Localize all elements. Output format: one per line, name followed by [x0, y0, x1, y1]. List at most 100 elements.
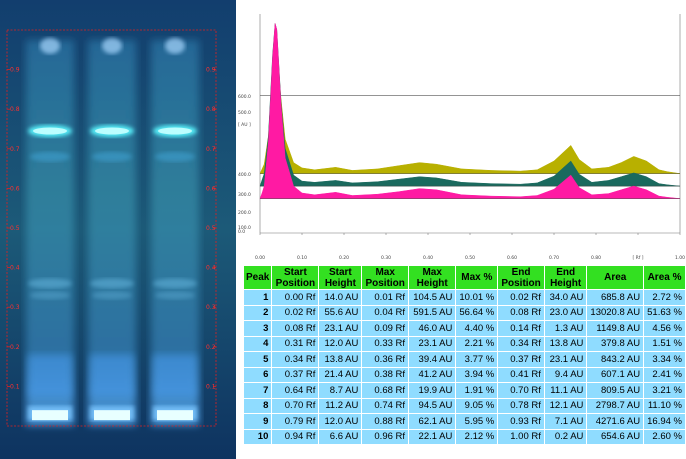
plate-tick-label: 0.5	[206, 225, 216, 232]
plate-tick-label: 0.6	[10, 185, 20, 192]
table-cell: 7.1 AU	[544, 414, 587, 429]
densitogram-track	[259, 23, 681, 199]
table-cell: 23.1 AU	[319, 321, 362, 336]
table-cell: 0.70 Rf	[498, 383, 544, 398]
peak-number-cell: 10	[244, 429, 272, 444]
table-cell: 12.1 AU	[544, 398, 587, 413]
table-cell: 1.91 %	[456, 383, 498, 398]
table-cell: 94.5 AU	[409, 398, 456, 413]
table-cell: 591.5 AU	[409, 305, 456, 320]
table-cell: 1.51 %	[644, 336, 685, 351]
table-cell: 23.1 AU	[409, 336, 456, 351]
origin-spot	[32, 410, 68, 421]
table-cell: 2.60 %	[644, 429, 685, 444]
table-row: 10 0.94 Rf 6.6 AU 0.96 Rf 22.1 AU 2.12 % 1.00 …	[244, 429, 685, 444]
plate-tick-label: 0.7	[206, 146, 216, 153]
table-cell: 104.5 AU	[409, 290, 456, 305]
band-spot	[158, 127, 192, 135]
x-tick-label: 0.30	[381, 255, 391, 261]
x-tick-label: 1.00	[675, 255, 685, 261]
table-cell: 0.01 Rf	[362, 290, 409, 305]
peak-number-cell: 9	[244, 414, 272, 429]
table-cell: 4.56 %	[644, 321, 685, 336]
table-cell: 0.93 Rf	[498, 414, 544, 429]
table-cell: 0.02 Rf	[498, 290, 544, 305]
table-cell: 8.7 AU	[319, 383, 362, 398]
table-cell: 13.8 AU	[319, 352, 362, 367]
table-cell: 843.2 AU	[587, 352, 644, 367]
table-cell: 19.9 AU	[409, 383, 456, 398]
table-cell: 3.94 %	[456, 367, 498, 382]
table-cell: 0.64 Rf	[272, 383, 319, 398]
x-tick-label: 0.50	[465, 255, 475, 261]
plate-tick-label: 0.2	[206, 344, 216, 351]
table-cell: 34.0 AU	[544, 290, 587, 305]
plate-tick-label: 0.9	[10, 67, 20, 74]
column-header: Max Position	[362, 266, 409, 289]
column-header: Peak	[244, 266, 272, 289]
column-header: Max %	[456, 266, 498, 289]
plate-tick-label: 0.6	[206, 185, 216, 192]
y-tick-label: 600.0	[238, 94, 251, 100]
table-header-row: Peak Start Position Start Height Max Positi…	[244, 266, 685, 289]
table-cell: 0.37 Rf	[272, 367, 319, 382]
peak-number-cell: 4	[244, 336, 272, 351]
table-cell: 22.1 AU	[409, 429, 456, 444]
band-spot	[153, 354, 197, 397]
table-cell: 12.0 AU	[319, 414, 362, 429]
table-cell: 14.0 AU	[319, 290, 362, 305]
table-cell: 2.12 %	[456, 429, 498, 444]
table-cell: 3.77 %	[456, 352, 498, 367]
table-cell: 2798.7 AU	[587, 398, 644, 413]
tlc-plate-drawing: 0.9 0.9 0.8 0.8 0.7 0.7 0.6 0.6 0.5 0.5 0.4 0.4 0.3 0…	[0, 0, 236, 459]
column-header: End Position	[498, 266, 544, 289]
table-cell: 11.2 AU	[319, 398, 362, 413]
y-tick-label: 400.0	[238, 172, 251, 178]
table-cell: 0.2 AU	[544, 429, 587, 444]
plate-tick-label: 0.1	[206, 383, 216, 390]
band-spot	[92, 151, 132, 162]
column-header: End Height	[544, 266, 587, 289]
table-cell: 51.63 %	[644, 305, 685, 320]
table-body: 1 0.00 Rf 14.0 AU 0.01 Rf 104.5 AU 10.01 % 0.0…	[244, 290, 685, 444]
table-cell: 0.37 Rf	[498, 352, 544, 367]
table-cell: 12.0 AU	[319, 336, 362, 351]
table-cell: 1.00 Rf	[498, 429, 544, 444]
table-cell: 6.6 AU	[319, 429, 362, 444]
table-cell: 11.1 AU	[544, 383, 587, 398]
band-spot	[28, 354, 72, 397]
x-tick-label: 0.00	[255, 255, 265, 261]
table-cell: 3.21 %	[644, 383, 685, 398]
densitogram-svg: 0.00 0.10 0.20 0.30 0.40 0.50 0.60 0.70 0.80 [ Rf…	[238, 14, 685, 261]
table-row: 9 0.79 Rf 12.0 AU 0.88 Rf 62.1 AU 5.95 % 0.93 …	[244, 414, 685, 429]
origin-spot	[94, 410, 130, 421]
x-tick-label: 0.60	[507, 255, 517, 261]
plate-rf-scale: 0.9 0.9 0.8 0.8 0.7 0.7 0.6 0.6 0.5 0.5 0.4 0.4 0.3 0…	[7, 67, 216, 390]
column-header: Start Height	[319, 266, 362, 289]
column-header: Area	[587, 266, 644, 289]
table-cell: 654.6 AU	[587, 429, 644, 444]
densitogram-track	[259, 42, 681, 174]
table-cell: 0.74 Rf	[362, 398, 409, 413]
table-cell: 0.08 Rf	[498, 305, 544, 320]
plate-tick-label: 0.9	[206, 67, 216, 74]
plate-tick-label: 0.3	[206, 304, 216, 311]
table-cell: 62.1 AU	[409, 414, 456, 429]
table-cell: 46.0 AU	[409, 321, 456, 336]
table-cell: 23.0 AU	[544, 305, 587, 320]
plate-tick-label: 0.3	[10, 304, 20, 311]
y-tick-label: 200.0	[238, 210, 251, 216]
table-cell: 21.4 AU	[319, 367, 362, 382]
table-cell: 0.94 Rf	[272, 429, 319, 444]
table-cell: 0.88 Rf	[362, 414, 409, 429]
peak-table: Peak Start Position Start Height Max Positi…	[243, 265, 686, 445]
table-row: 8 0.70 Rf 11.2 AU 0.74 Rf 94.5 AU 9.05 % 0.78 …	[244, 398, 685, 413]
chart-ticks: 0.00 0.10 0.20 0.30 0.40 0.50 0.60 0.70 0.80 [ Rf…	[238, 94, 685, 261]
band-spot	[30, 151, 70, 162]
plate-tick-label: 0.5	[10, 225, 20, 232]
band-spot	[30, 291, 70, 300]
peak-number-cell: 7	[244, 383, 272, 398]
column-header: Start Position	[272, 266, 319, 289]
table-cell: 0.34 Rf	[272, 352, 319, 367]
table-cell: 0.41 Rf	[498, 367, 544, 382]
